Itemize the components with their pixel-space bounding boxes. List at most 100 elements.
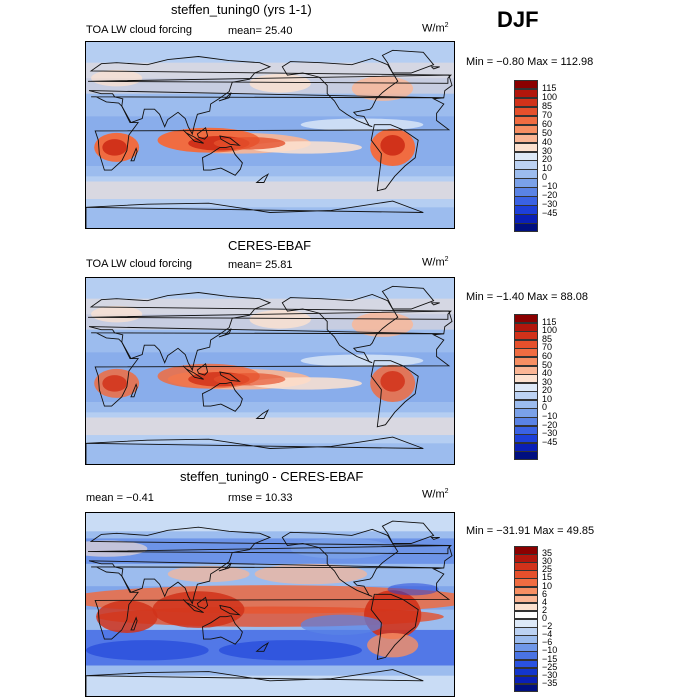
colorbar-swatch — [514, 115, 538, 126]
field-blob — [91, 69, 143, 87]
colorbar-tick-label: −30 — [542, 199, 558, 210]
coastline — [86, 200, 424, 228]
colorbar-swatch — [514, 417, 538, 427]
colorbar-swatch — [514, 133, 538, 144]
field-blob — [367, 632, 419, 658]
coastline — [88, 526, 453, 605]
panel-rmse: rmse = 10.33 — [228, 492, 293, 504]
coastline — [91, 96, 451, 171]
panel-units: W/m2 — [422, 22, 449, 35]
map-plot — [85, 512, 455, 697]
field-blob — [351, 76, 414, 101]
colorbar-tick-label: −10 — [542, 645, 558, 656]
coastline — [281, 294, 399, 364]
colorbar-tick-label: 50 — [542, 127, 553, 138]
panel-subtitle: TOA LW cloud forcing — [86, 24, 192, 36]
colorbar-swatch — [514, 80, 538, 90]
coastline — [255, 409, 270, 419]
colorbar-tick-label: −10 — [542, 181, 558, 192]
colorbar-tick-label: 115 — [542, 82, 557, 93]
coastline — [219, 135, 241, 146]
field-blob — [364, 590, 422, 640]
colorbar-tick-label: −35 — [542, 677, 558, 688]
colorbar: 115 100 85 70 60 50 40 30 20 10 0 −10 −20 −30 −45 — [514, 314, 557, 461]
colorbar-swatch — [514, 683, 538, 693]
colorbar-tick-label: 50 — [542, 359, 553, 370]
coastline — [202, 615, 243, 645]
colorbar-swatch — [514, 196, 538, 206]
colorbar-swatch — [514, 356, 538, 367]
colorbar-swatch — [514, 97, 538, 108]
coastline — [202, 381, 243, 412]
colorbar-swatch — [514, 214, 538, 224]
coastline — [196, 596, 209, 610]
season-label: DJF — [497, 7, 539, 32]
colorbar-tick-label: −30 — [542, 669, 558, 680]
colorbar-swatch — [514, 434, 538, 444]
colorbar: 115 100 85 70 60 50 40 30 20 10 0 −10 −20 −30 −45 — [514, 80, 557, 233]
colorbar-tick-label: −20 — [542, 190, 558, 201]
colorbar-tick-label: 15 — [542, 572, 553, 583]
field-blob — [102, 139, 127, 156]
colorbar-tick-label: −2 — [542, 621, 553, 632]
coastline — [281, 528, 399, 597]
colorbar-swatch — [514, 322, 538, 332]
colorbar-tick-label: −6 — [542, 637, 553, 648]
minmax-text: Min = −31.91 Max = 49.85 — [466, 525, 595, 537]
colorbar-tick-label: 60 — [542, 118, 553, 129]
colorbar-tick-label: 0 — [542, 613, 548, 623]
colorbar-swatch — [514, 339, 538, 349]
coastline — [255, 173, 270, 183]
coastline — [255, 641, 270, 652]
colorbar-tick-label: −45 — [542, 436, 558, 447]
panel-units: W/m2 — [422, 256, 449, 269]
colorbar-tick-label: −20 — [542, 419, 558, 430]
colorbar-tick-label: −4 — [542, 629, 553, 640]
coastline — [219, 371, 241, 382]
colorbar-tick-label: 85 — [542, 100, 553, 111]
colorbar-tick-label: −10 — [542, 411, 558, 422]
field-blob — [86, 640, 209, 661]
field-blob — [249, 310, 311, 329]
coastline — [196, 363, 209, 376]
colorbar-tick-label: 2 — [542, 604, 548, 615]
map-plot — [85, 277, 455, 465]
coastline — [87, 545, 452, 555]
field-blob — [290, 538, 393, 559]
field-blob — [249, 74, 311, 93]
coastline — [218, 562, 232, 572]
colorbar-tick-label: 10 — [542, 580, 553, 591]
field-band — [86, 513, 454, 532]
colorbar-swatch — [514, 178, 538, 188]
colorbar-swatch — [514, 451, 538, 461]
panel-mean: mean= 25.81 — [228, 259, 293, 271]
colorbar-swatch — [514, 142, 538, 153]
colorbar-tick-label: 6 — [542, 588, 548, 599]
colorbar-tick-label: 20 — [542, 154, 553, 165]
coastline — [281, 58, 399, 128]
coastline — [88, 56, 453, 136]
colorbar-tick-label: 30 — [542, 376, 553, 387]
map-field — [86, 278, 454, 464]
field-blob — [351, 312, 414, 337]
colorbar-swatch — [514, 442, 538, 452]
coastline — [430, 536, 440, 540]
coastline — [219, 604, 241, 616]
colorbar-tick-label: 20 — [542, 385, 553, 396]
colorbar-tick-label: 100 — [542, 91, 558, 102]
colorbar-swatch — [514, 408, 538, 418]
colorbar-swatch — [514, 169, 538, 179]
field-blob — [102, 375, 127, 392]
colorbar-tick-label: 35 — [542, 548, 553, 559]
field-blob — [300, 354, 424, 367]
colorbar-swatch — [514, 88, 538, 99]
colorbar-swatch — [514, 399, 538, 409]
map-plot — [85, 41, 455, 229]
coastline — [370, 124, 419, 192]
colorbar: 35 30 25 15 10 6 4 2 0 −2 −4 −6 −10 −15 −25 −30 −35 — [514, 546, 557, 693]
coastline — [182, 599, 204, 614]
field-band — [86, 675, 454, 696]
colorbar-tick-label: 10 — [542, 393, 553, 404]
field-blob — [387, 583, 439, 596]
panel-title: steffen_tuning0 - CERES-EBAF — [180, 469, 364, 484]
